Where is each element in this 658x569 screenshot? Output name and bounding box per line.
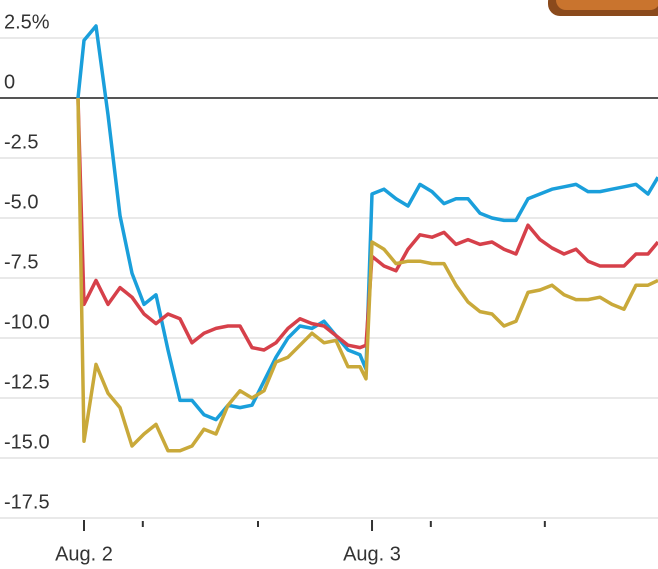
page: {"chart_data": {"type": "line", "x": [-0… — [0, 0, 658, 569]
y-tick-label: 0 — [4, 71, 15, 93]
y-tick-label: -5.0 — [4, 191, 38, 213]
chart: 2.5% 0 -2.5 -5.0 -7.5 -10.0 -12.5 -15.0 -17.5 Aug… — [0, 0, 658, 569]
y-tick-label: -7.5 — [4, 251, 38, 273]
y-tick-label: -10.0 — [4, 311, 50, 333]
y-tick-label: -2.5 — [4, 131, 38, 153]
y-tick-label: -15.0 — [4, 431, 50, 453]
y-tick-label: 2.5% — [4, 11, 50, 33]
x-tick-label: Aug. 2 — [55, 543, 113, 565]
avatar — [548, 0, 658, 16]
y-tick-label: -17.5 — [4, 491, 50, 513]
y-tick-label: -12.5 — [4, 371, 50, 393]
x-tick-label: Aug. 3 — [343, 543, 401, 565]
